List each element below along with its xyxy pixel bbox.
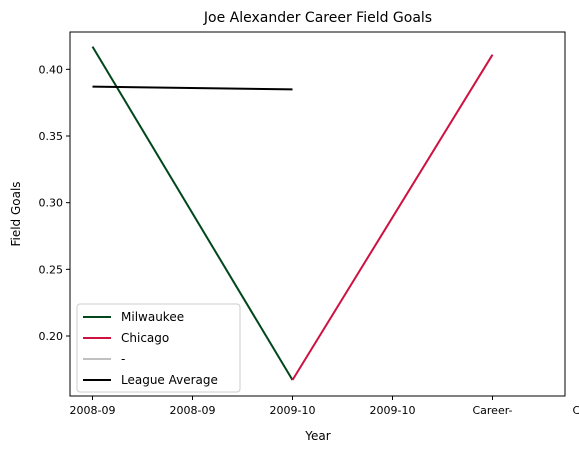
- plot-frame: [69, 31, 566, 397]
- y-tick-label: 0.20: [39, 330, 64, 343]
- y-tick-label: 0.35: [39, 130, 64, 143]
- legend-entry-label: -: [121, 352, 125, 366]
- y-axis: 0.20 0.25 0.30 0.35 0.40: [39, 63, 70, 343]
- x-tick-label: 2008-09: [70, 404, 116, 417]
- x-axis: 2008-09 2008-09 2009-10 2009-10 Career- Caree…: [70, 396, 579, 417]
- legend-box: [76, 303, 241, 393]
- legend-entry-label: League Average: [121, 373, 218, 387]
- legend-entry-label: Chicago: [121, 331, 169, 345]
- plot-area: [91, 46, 494, 381]
- x-tick-label: 2008-09: [170, 404, 216, 417]
- x-tick-label: 2009-10: [270, 404, 316, 417]
- x-tick-label: Career-: [472, 404, 512, 417]
- y-tick-label: 0.40: [39, 63, 64, 76]
- y-axis-label: Field Goals: [9, 181, 23, 246]
- x-axis-label: Year: [304, 429, 330, 443]
- chart-title: Joe Alexander Career Field Goals: [203, 10, 432, 26]
- series-line-league-average: [92, 85, 293, 91]
- y-tick-label: 0.30: [39, 197, 64, 210]
- y-tick-label: 0.25: [39, 263, 64, 276]
- series-line-milwaukee: [91, 46, 294, 381]
- x-tick-label: 2009-10: [370, 404, 416, 417]
- x-tick-label: Career-: [572, 404, 579, 417]
- legend: Milwaukee Chicago - League Average: [76, 303, 241, 393]
- legend-entry-label: Milwaukee: [121, 310, 184, 324]
- series-line-chicago: [291, 54, 494, 381]
